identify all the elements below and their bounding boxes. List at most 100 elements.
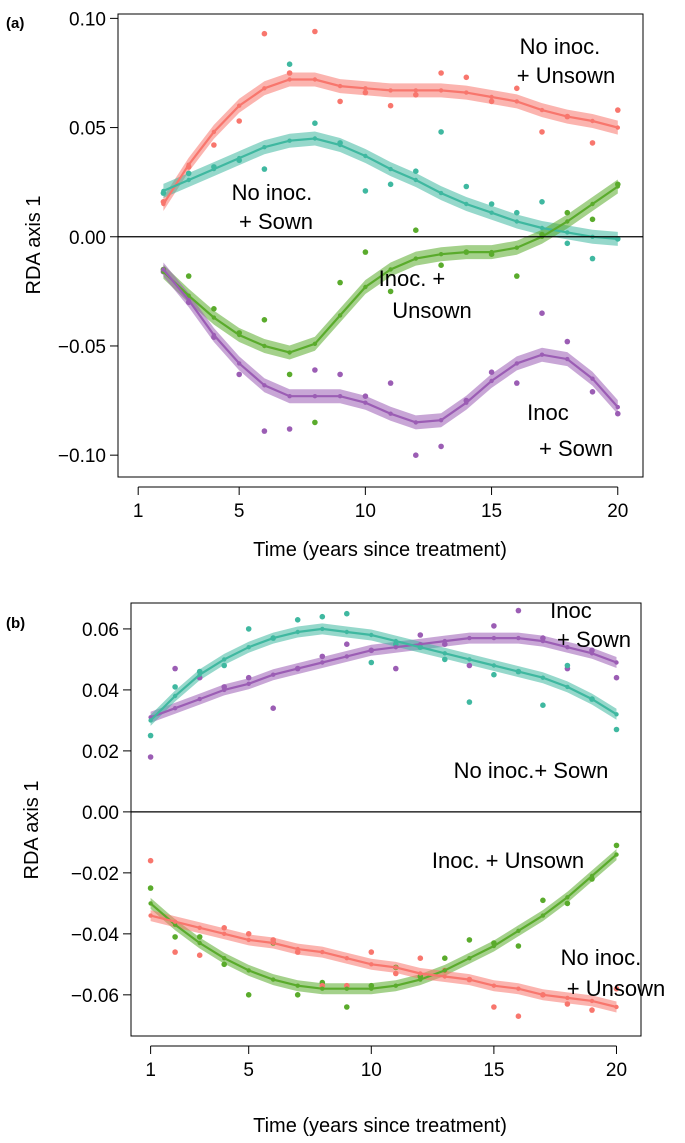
panel-a-fit-node-noinoc-unsown <box>413 88 418 93</box>
panel-a-point-noinoc-unsown <box>615 107 621 113</box>
panel-a-fit-node-inoc-sown <box>287 394 292 399</box>
panel-a-point-noinoc-unsown <box>312 28 318 35</box>
panel-a-point-inoc-sown <box>413 452 419 459</box>
panel-a-fit-node-inoc-sown <box>211 332 217 338</box>
panel-b-point-inoc-unsown <box>540 897 546 904</box>
panel-a-point-inoc-sown <box>539 310 545 317</box>
panel-b-fit-noinoc-unsown <box>150 914 617 1009</box>
panel-b-fit-node-inoc-sown <box>565 645 570 650</box>
panel-b-point-inoc-unsown <box>245 992 252 998</box>
panel-b-point-inoc-unsown <box>613 842 620 849</box>
panel-a-point-inoc-sown <box>362 393 369 400</box>
panel-b-point-inoc-sown <box>613 674 620 681</box>
panel-b-point-inoc-sown <box>417 632 424 638</box>
panel-b-fit-node-inoc-sown <box>271 672 276 677</box>
panel-a-point-inoc-sown <box>261 428 268 434</box>
panel-a-point-inoc-sown <box>589 389 596 395</box>
panel-b-fit-node-inoc-unsown <box>393 983 398 988</box>
panel-a-fit-node-inoc-unsown <box>287 350 292 355</box>
panel-a-point-noinoc-unsown <box>286 70 293 76</box>
panel-a-fit-node-inoc-sown <box>363 400 368 405</box>
panel-b-fit-node-noinoc-unsown <box>565 995 570 1001</box>
panel-b-fit-node-inoc-unsown <box>565 895 570 900</box>
panel-b-fit-node-noinoc-unsown <box>320 949 325 955</box>
panel-b-label-noinoc-sown: No inoc.+ Sown <box>454 758 609 783</box>
panel-b-fit-node-noinoc-unsown <box>271 940 276 946</box>
panel-a-fit-node-inoc-unsown <box>565 219 570 224</box>
panel-a-point-noinoc-sown <box>539 199 545 205</box>
panel-a-fit-node-inoc-unsown <box>438 252 444 257</box>
panel-b-fit-node-noinoc-unsown <box>369 962 374 967</box>
panel-a-fit-node-noinoc-sown <box>615 236 620 242</box>
panel-b-point-noinoc-sown <box>245 626 252 632</box>
panel-a-fit-node-inoc-unsown <box>337 313 343 318</box>
panel-b-fit-node-noinoc-unsown <box>516 986 521 991</box>
panel-b-fit-node-noinoc-sown <box>418 645 423 650</box>
panel-a-point-noinoc-unsown <box>539 129 545 135</box>
panel-a-fit-node-inoc-sown <box>312 394 318 399</box>
panel-b-point-noinoc-unsown <box>564 1001 571 1007</box>
panel-b-fit-node-noinoc-unsown <box>614 1004 619 1010</box>
panel-b-point-noinoc-unsown <box>491 1004 497 1010</box>
panel-a-point-noinoc-unsown <box>514 85 520 92</box>
panel-a-fit-node-noinoc-unsown <box>438 88 444 93</box>
panel-a-point-noinoc-sown <box>362 188 369 194</box>
panel-a-point-noinoc-sown <box>463 183 470 190</box>
panel-a-y-tick-label: 0.10 <box>69 9 106 30</box>
panel-a-fit-node-inoc-sown <box>514 361 519 366</box>
panel-a-fit-node-inoc-sown <box>489 378 494 384</box>
panel-a: (a) 0.100.050.00−0.05−0.10 1 5 10 15 20 RDA … <box>6 9 644 561</box>
panel-b-fit-node-inoc-unsown <box>442 968 447 973</box>
panel-a-fit-node-noinoc-sown <box>514 219 519 224</box>
panel-b-fit-node-noinoc-sown <box>295 629 300 635</box>
panel-a-point-noinoc-unsown <box>362 89 369 96</box>
panel-a-fit-node-noinoc-sown <box>337 142 343 148</box>
panel-a-point-inoc-unsown <box>261 317 268 323</box>
panel-b-point-inoc-sown <box>344 641 350 647</box>
panel-a-point-noinoc-unsown <box>337 98 343 105</box>
panel-b-fit-node-noinoc-unsown <box>222 931 227 936</box>
panel-a-fit-node-inoc-unsown <box>388 267 393 272</box>
panel-a-fit-node-noinoc-unsown <box>237 103 242 108</box>
panel-a-fit-node-inoc-unsown <box>312 341 318 346</box>
panel-a-label-inoc-unsown: Inoc. + Unsown <box>379 266 472 323</box>
panel-b-x-tick-label: 1 <box>145 1060 156 1081</box>
panel-a-fit-node-noinoc-sown <box>565 230 570 235</box>
panel-b-point-noinoc-unsown <box>245 931 252 937</box>
panel-b-point-noinoc-sown <box>466 699 473 705</box>
panel-a-point-noinoc-unsown <box>261 30 268 37</box>
panel-a-point-noinoc-sown <box>312 120 318 126</box>
panel-a-fit-node-inoc-unsown <box>615 184 620 189</box>
panel-a-point-noinoc-sown <box>413 168 419 174</box>
panel-a-fit-node-noinoc-sown <box>287 138 292 143</box>
panel-b-y-tick-label: 0.02 <box>82 742 119 763</box>
panel-a-bands <box>163 72 618 430</box>
panel-b-y-tick-label: −0.02 <box>71 864 119 885</box>
panel-b-fit-node-inoc-unsown <box>222 956 227 961</box>
panel-b-ylabel: RDA axis 1 <box>21 781 43 880</box>
panel-b-fit-node-inoc-unsown <box>148 901 153 906</box>
panel-b-point-noinoc-unsown <box>393 970 399 977</box>
panel-b-fit-node-noinoc-unsown <box>393 965 398 970</box>
panel-a-fit-node-noinoc-unsown <box>363 86 368 91</box>
panel-b-fit-node-inoc-sown <box>442 638 447 644</box>
panel-b-fit-node-inoc-sown <box>614 660 619 665</box>
panel-b-fit-node-noinoc-sown <box>393 638 398 644</box>
panel-a-label-inoc-sown: Inoc + Sown <box>527 400 613 461</box>
panel-a-ylabel: RDA axis 1 <box>23 196 45 295</box>
panel-b-fit-node-inoc-sown <box>516 635 521 641</box>
panel-a-fit-node-inoc-sown <box>565 356 570 362</box>
panel-b-fit-node-noinoc-sown <box>565 684 570 690</box>
panel-b-point-inoc-unsown <box>344 1004 350 1010</box>
panel-a-point-inoc-sown <box>564 338 571 345</box>
panel-a-fit-node-inoc-sown <box>262 383 267 388</box>
panel-a-fit-node-noinoc-sown <box>312 136 318 141</box>
panel-b-fit-node-noinoc-unsown <box>491 983 497 988</box>
panel-b-point-inoc-unsown <box>466 937 473 943</box>
panel-b-y-tick-label: 0.00 <box>82 803 119 824</box>
panel-b-fit-node-inoc-unsown <box>467 956 472 961</box>
panel-a-point-noinoc-unsown <box>589 140 596 146</box>
panel-b-fit-node-inoc-unsown <box>271 977 276 982</box>
panel-b-fit-node-noinoc-sown <box>442 651 447 656</box>
panel-b-fit-node-noinoc-sown <box>197 672 202 677</box>
